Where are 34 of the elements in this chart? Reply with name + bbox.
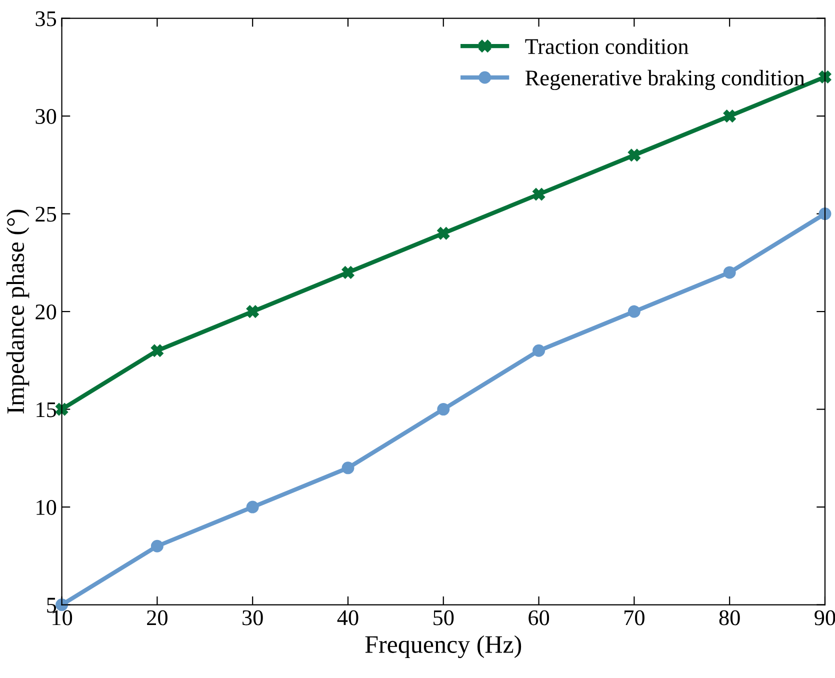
point (628, 305, 640, 318)
point (437, 227, 450, 240)
x-axis-title: Frequency (Hz) (365, 635, 522, 658)
point (818, 70, 832, 84)
y-tick-label: 10 (36, 500, 56, 515)
point (628, 148, 640, 162)
legend-label: Regenerative braking condition (525, 70, 805, 90)
y-axis-title: Impedance phase (°) (6, 210, 30, 414)
y-tick-label: 30 (36, 108, 56, 124)
x-tick-label: 60 (528, 610, 550, 626)
x-tick-label: 30 (242, 610, 263, 626)
x-tick-label: 90 (814, 610, 835, 626)
point (723, 110, 736, 122)
y-tick-label: 15 (36, 402, 56, 418)
point (723, 266, 736, 279)
legend-label: Traction condition (525, 38, 688, 54)
point (246, 500, 259, 514)
x-tick-label: 50 (434, 610, 454, 626)
x-tick-label: 20 (147, 610, 168, 626)
point (532, 188, 546, 200)
point (246, 305, 259, 318)
point (437, 403, 450, 416)
x-tick-label: 40 (337, 610, 358, 626)
point (532, 344, 546, 357)
point (150, 540, 164, 552)
point (818, 208, 832, 220)
y-tick-label: 25 (36, 206, 56, 222)
x-tick-label: 80 (719, 610, 740, 626)
y-tick-label: 20 (36, 304, 56, 320)
y-tick-label: 35 (36, 11, 56, 26)
point (342, 266, 354, 279)
point (342, 462, 354, 474)
x-tick-label: 70 (624, 610, 644, 626)
point (150, 344, 164, 357)
